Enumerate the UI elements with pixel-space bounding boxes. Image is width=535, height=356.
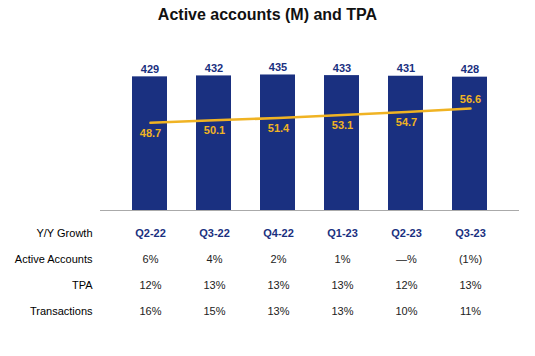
svg-text:TPA: TPA: [72, 279, 93, 291]
svg-text:53.1: 53.1: [332, 119, 353, 131]
svg-text:13%: 13%: [459, 279, 481, 291]
svg-text:Q3-23: Q3-23: [455, 227, 486, 239]
svg-text:428: 428: [461, 63, 479, 75]
svg-text:Active Accounts: Active Accounts: [15, 253, 93, 265]
svg-text:54.7: 54.7: [396, 116, 417, 128]
svg-text:15%: 15%: [203, 305, 225, 317]
svg-text:429: 429: [141, 63, 159, 75]
svg-text:4%: 4%: [207, 253, 223, 265]
svg-text:(1%): (1%): [459, 253, 482, 265]
svg-text:435: 435: [269, 61, 287, 73]
svg-text:431: 431: [397, 62, 415, 74]
svg-text:Q2-22: Q2-22: [135, 227, 166, 239]
svg-text:432: 432: [205, 62, 223, 74]
svg-text:13%: 13%: [267, 305, 289, 317]
svg-text:56.6: 56.6: [460, 93, 481, 105]
svg-text:Q2-23: Q2-23: [391, 227, 422, 239]
svg-text:Transactions: Transactions: [30, 305, 93, 317]
svg-text:11%: 11%: [460, 305, 481, 317]
html-text:Active accounts (M) and TPA: Active accounts (M) and TPA: [157, 6, 378, 23]
svg-text:433: 433: [333, 62, 351, 74]
svg-text:—%: —%: [396, 253, 417, 265]
svg-text:51.4: 51.4: [268, 122, 290, 134]
svg-text:13%: 13%: [331, 305, 353, 317]
svg-text:1%: 1%: [335, 253, 351, 265]
svg-text:50.1: 50.1: [204, 124, 225, 136]
svg-text:12%: 12%: [395, 279, 417, 291]
svg-text:Q4-22: Q4-22: [263, 227, 294, 239]
svg-text:13%: 13%: [267, 279, 289, 291]
svg-text:Q3-22: Q3-22: [199, 227, 230, 239]
svg-text:10%: 10%: [395, 305, 417, 317]
svg-text:12%: 12%: [139, 279, 161, 291]
svg-text:13%: 13%: [331, 279, 353, 291]
svg-text:13%: 13%: [203, 279, 225, 291]
svg-text:2%: 2%: [271, 253, 287, 265]
svg-text:Y/Y Growth: Y/Y Growth: [36, 227, 92, 239]
svg-text:16%: 16%: [139, 305, 161, 317]
svg-text:48.7: 48.7: [140, 127, 161, 139]
svg-text:6%: 6%: [143, 253, 159, 265]
svg-text:Q1-23: Q1-23: [327, 227, 358, 239]
